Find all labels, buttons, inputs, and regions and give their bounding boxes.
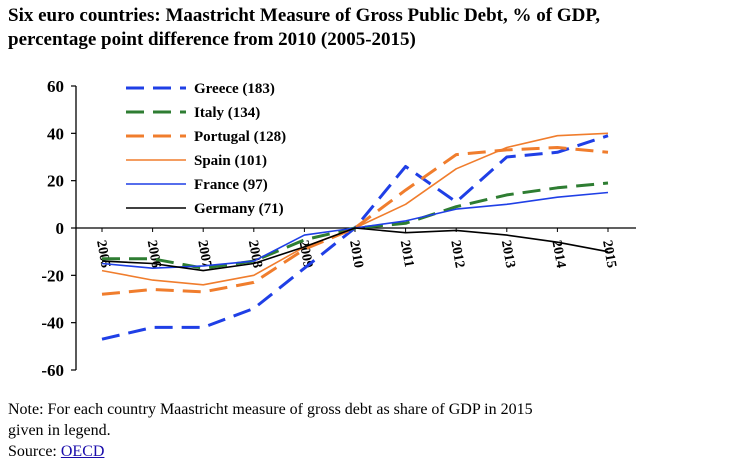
legend: Greece (183) Italy (134) Portugal (128) Spa… [126, 81, 286, 217]
title-line-1: Six euro countries: Maastricht Measure o… [8, 5, 600, 26]
source-label: Source: [8, 443, 57, 460]
series-line [101, 146, 609, 296]
series-lines [101, 132, 609, 341]
x-tick-label: 2006 [144, 239, 164, 269]
x-tick-label: 2015 [599, 239, 619, 269]
legend-label: Italy (134) [194, 105, 260, 121]
x-tick-label: 2011 [397, 239, 417, 268]
series-line [101, 134, 609, 341]
chart-note: Note: For each country Maastricht measur… [8, 399, 748, 462]
title-line-2: percentage point difference from 2010 (2… [8, 29, 416, 50]
note-line-2: given in legend. [8, 422, 111, 439]
y-tick-label: 20 [47, 172, 64, 191]
x-tick-label: 2014 [548, 239, 568, 269]
legend-label: Greece (183) [194, 81, 275, 97]
x-tick-label: 2012 [447, 239, 467, 269]
y-tick-label: -60 [41, 361, 64, 380]
series-line [101, 227, 609, 272]
y-tick-label: 40 [47, 124, 64, 143]
chart-title: Six euro countries: Maastricht Measure o… [8, 4, 748, 52]
legend-label: Portugal (128) [194, 129, 286, 145]
legend-label: France (97) [194, 177, 268, 193]
legend-label: Germany (71) [194, 201, 284, 217]
note-line-1: Note: For each country Maastricht measur… [8, 401, 533, 418]
source-line: Source: OECD [8, 441, 748, 462]
y-tick-label: -40 [41, 314, 64, 333]
x-tick-label: 2010 [346, 239, 366, 269]
y-tick-label: 60 [47, 77, 64, 96]
x-tick-label: 2007 [194, 239, 214, 269]
x-tick-label: 2013 [498, 239, 518, 269]
y-tick-label: -20 [41, 266, 64, 285]
source-link[interactable]: OECD [60, 443, 105, 460]
y-tick-label: 0 [56, 219, 65, 238]
legend-label: Spain (101) [194, 153, 267, 169]
